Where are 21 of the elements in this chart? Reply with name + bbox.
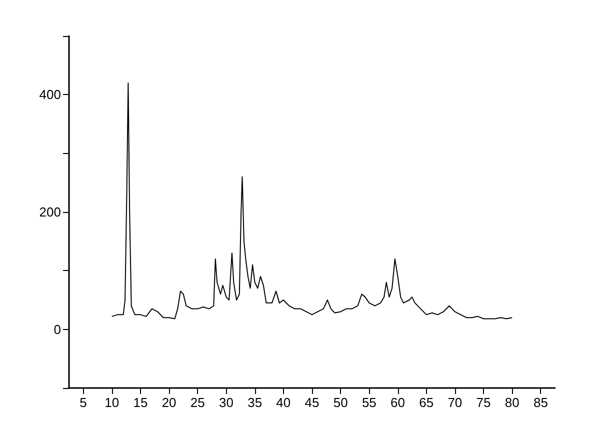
x-tick-label: 50 (333, 395, 348, 410)
x-tick-label: 60 (390, 395, 405, 410)
x-tick-label: 15 (133, 395, 148, 410)
x-tick-label: 45 (304, 395, 320, 410)
x-tick-label: 40 (276, 395, 291, 410)
x-tick-label: 55 (362, 395, 376, 410)
y-tick-label: 0 (54, 322, 61, 337)
x-tick-label: 65 (419, 395, 434, 410)
x-tick-label: 80 (504, 395, 520, 410)
x-tick-label: 5 (80, 395, 87, 410)
x-tick-label: 30 (219, 395, 234, 410)
y-tick-label: 400 (39, 87, 61, 102)
x-tick-label: 10 (104, 395, 120, 410)
x-tick-label: 75 (476, 395, 491, 410)
x-tick-label: 20 (162, 395, 176, 410)
x-tick-label: 25 (190, 395, 205, 410)
x-tick-label: 35 (248, 395, 262, 410)
x-tick-label: 85 (533, 395, 548, 410)
line-series (111, 82, 513, 320)
x-tick-label: 70 (448, 395, 462, 410)
y-tick-label: 200 (39, 204, 61, 220)
